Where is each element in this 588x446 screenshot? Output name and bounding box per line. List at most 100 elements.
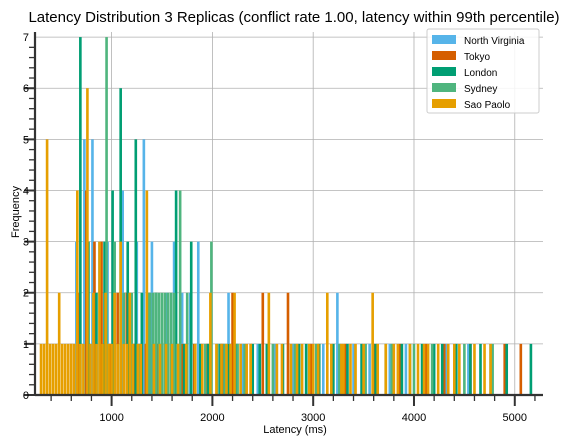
- bar-sao-paolo-52: [275, 343, 279, 395]
- bar-sao-paolo-82: [489, 343, 492, 395]
- bar-london-30: [374, 343, 377, 395]
- bar-north-virginia-30: [404, 343, 408, 395]
- bar-north-virginia-28: [368, 343, 371, 395]
- bar-sao-paolo-0: [39, 343, 43, 395]
- bar-north-virginia-25: [321, 343, 325, 395]
- bar-sydney-10: [160, 292, 164, 395]
- bar-sao-paolo-67: [371, 292, 374, 395]
- bar-sao-paolo-66: [362, 343, 365, 395]
- bar-sydney-30: [390, 343, 394, 395]
- bar-sao-paolo-22: [107, 343, 110, 395]
- bar-sao-paolo-23: [110, 343, 113, 395]
- bar-tokyo-21: [344, 343, 347, 395]
- bar-sao-paolo-8: [63, 343, 67, 395]
- bar-sao-paolo-14: [82, 343, 85, 395]
- bar-sydney-22: [223, 343, 226, 395]
- bar-sao-paolo-24: [113, 292, 116, 395]
- bar-north-virginia-2: [91, 139, 94, 395]
- bar-sao-paolo-3: [48, 343, 52, 395]
- bar-tokyo-24: [424, 343, 428, 395]
- bar-tokyo-16: [231, 292, 234, 395]
- bar-london-37: [455, 343, 458, 395]
- bar-sao-paolo-43: [215, 343, 218, 395]
- y-tick-label-6: 6: [23, 83, 29, 95]
- bar-london-32: [400, 343, 404, 395]
- bar-sao-paolo-55: [295, 343, 299, 395]
- bar-london-24: [297, 343, 301, 395]
- bar-sydney-19: [204, 343, 207, 395]
- x-tick-label-4: 5000: [503, 412, 527, 424]
- bar-sao-paolo-77: [446, 343, 450, 395]
- y-tick-label-1: 1: [23, 339, 29, 351]
- bar-tokyo-25: [442, 343, 446, 395]
- bar-sydney-29: [364, 343, 367, 395]
- bar-sao-paolo-61: [330, 343, 333, 395]
- bar-sao-paolo-45: [225, 343, 228, 395]
- bar-sao-paolo-25: [116, 343, 119, 395]
- bar-sao-paolo-69: [384, 343, 388, 395]
- bar-tokyo-28: [519, 343, 523, 395]
- bar-tokyo-27: [503, 343, 507, 395]
- bar-sao-paolo-59: [316, 343, 320, 395]
- bar-sao-paolo-41: [201, 343, 204, 395]
- bar-london-15: [198, 343, 202, 395]
- bar-north-virginia-33: [467, 343, 470, 395]
- bar-sao-paolo-13: [79, 343, 82, 395]
- bar-sao-paolo-51: [267, 292, 271, 395]
- bar-sao-paolo-34: [152, 343, 156, 395]
- bar-sao-paolo-12: [76, 190, 79, 395]
- bar-sao-paolo-1: [42, 343, 46, 395]
- bar-sao-paolo-79: [458, 343, 461, 395]
- bar-sao-paolo-32: [139, 343, 143, 395]
- bar-sao-paolo-37: [170, 343, 174, 395]
- bar-sao-paolo-42: [209, 292, 212, 395]
- bar-london-25: [304, 343, 308, 395]
- bar-london-13: [182, 343, 186, 395]
- bar-tokyo-19: [286, 292, 290, 395]
- bar-tokyo-23: [398, 343, 402, 395]
- bar-london-28: [346, 343, 349, 395]
- bar-sao-paolo-39: [184, 343, 188, 395]
- bar-sydney-28: [338, 343, 341, 395]
- bar-sao-paolo-78: [452, 343, 456, 395]
- bar-sao-paolo-64: [349, 343, 352, 395]
- legend-swatch-north-virginia: [432, 35, 456, 44]
- bar-london-12: [174, 190, 178, 395]
- bar-sydney-31: [412, 343, 416, 395]
- bar-london-41: [529, 343, 533, 395]
- bar-sao-paolo-16: [89, 343, 92, 395]
- bar-sao-paolo-80: [473, 343, 476, 395]
- bar-london-22: [265, 343, 269, 395]
- bar-sao-paolo-18: [95, 343, 98, 395]
- bar-sao-paolo-11: [72, 343, 76, 395]
- bar-north-virginia-29: [388, 343, 392, 395]
- bar-london-14: [189, 241, 193, 395]
- bar-north-virginia-16: [196, 241, 200, 395]
- bar-london-21: [258, 343, 262, 395]
- bar-sao-paolo-2: [45, 139, 49, 395]
- bar-sydney-23: [236, 343, 239, 395]
- bar-sao-paolo-7: [60, 343, 64, 395]
- legend-swatch-sao-paolo: [432, 99, 456, 108]
- bar-north-virginia-6: [121, 190, 125, 395]
- bar-north-virginia-32: [444, 343, 448, 395]
- bar-sydney-33: [463, 343, 466, 395]
- bar-sao-paolo-38: [176, 343, 180, 395]
- legend-label-sydney: Sydney: [464, 84, 497, 95]
- bar-sao-paolo-28: [125, 343, 129, 395]
- bar-sao-paolo-50: [249, 343, 253, 395]
- bar-sao-paolo-6: [57, 292, 61, 395]
- legend-label-north-virginia: North Virginia: [464, 36, 525, 47]
- bar-sao-paolo-56: [300, 343, 304, 395]
- y-tick-label-4: 4: [23, 185, 29, 197]
- chart-title: Latency Distribution 3 Replicas (conflic…: [28, 9, 559, 26]
- bar-sao-paolo-9: [66, 343, 70, 395]
- bar-sao-paolo-26: [119, 241, 122, 395]
- bar-tokyo-20: [309, 343, 313, 395]
- bar-sydney-26: [293, 343, 297, 395]
- y-tick-label-0: 0: [23, 390, 29, 402]
- legend-label-tokyo: Tokyo: [464, 52, 491, 63]
- bar-sao-paolo-10: [69, 343, 73, 395]
- bar-north-virginia-26: [336, 292, 339, 395]
